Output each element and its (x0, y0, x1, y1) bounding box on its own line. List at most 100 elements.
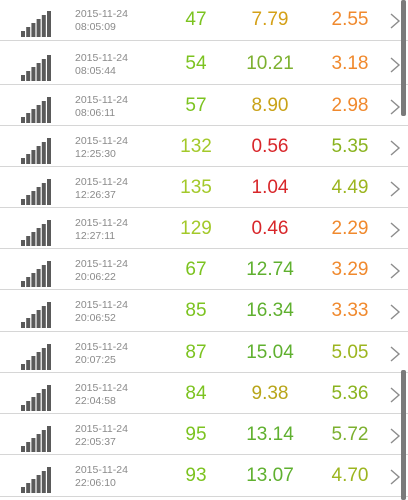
upload-value: 5.36 (331, 383, 369, 404)
upload-value: 4.70 (331, 465, 369, 486)
result-row[interactable]: 2015-11-24 20:06:52 85 16.34 3.33 (0, 291, 408, 332)
signal-bars-icon (21, 302, 53, 328)
ping-value: 67 (185, 259, 207, 280)
result-row[interactable]: 2015-11-24 12:25:30 132 0.56 5.35 (0, 127, 408, 167)
upload-value: 3.18 (331, 53, 369, 74)
download-value: 9.38 (251, 383, 289, 404)
test-date: 2015-11-24 (75, 423, 128, 435)
download-value: 16.34 (246, 300, 294, 321)
test-date: 2015-11-24 (75, 135, 128, 147)
chevron-right-icon[interactable] (388, 262, 402, 280)
signal-bars-icon (21, 261, 53, 287)
signal-bars-icon (21, 11, 53, 37)
download-value: 12.74 (246, 259, 294, 280)
upload-value: 2.55 (331, 9, 369, 30)
result-row[interactable]: 2015-11-24 20:07:25 87 15.04 5.05 (0, 333, 408, 373)
chevron-right-icon[interactable] (388, 221, 402, 239)
scrollbar[interactable] (401, 370, 406, 500)
test-date: 2015-11-24 (75, 258, 128, 270)
download-value: 0.46 (251, 218, 289, 239)
download-value: 13.14 (246, 424, 294, 445)
ping-value: 95 (185, 424, 207, 445)
timestamp: 2015-11-24 22:06:10 (75, 464, 128, 490)
signal-bars-icon (21, 138, 53, 164)
test-date: 2015-11-24 (75, 382, 128, 394)
chevron-right-icon[interactable] (388, 12, 402, 30)
test-time: 22:05:37 (75, 436, 116, 448)
test-date: 2015-11-24 (75, 464, 128, 476)
chevron-right-icon[interactable] (388, 468, 402, 486)
ping-value: 47 (185, 9, 207, 30)
test-time: 08:05:44 (75, 65, 116, 77)
chevron-right-icon[interactable] (388, 98, 402, 116)
test-time: 22:06:10 (75, 477, 116, 489)
scrollbar[interactable] (401, 0, 406, 116)
ping-value: 54 (185, 53, 207, 74)
test-time: 08:05:09 (75, 21, 116, 33)
result-row[interactable]: 2015-11-24 12:26:37 135 1.04 4.49 (0, 168, 408, 208)
download-value: 0.56 (251, 136, 289, 157)
upload-value: 5.35 (331, 136, 369, 157)
test-time: 12:25:30 (75, 148, 116, 160)
ping-value: 132 (180, 136, 212, 157)
timestamp: 2015-11-24 08:05:09 (75, 8, 128, 34)
upload-value: 3.33 (331, 300, 369, 321)
upload-value: 2.98 (331, 95, 369, 116)
signal-bars-icon (21, 55, 53, 81)
download-value: 13.07 (246, 465, 294, 486)
upload-value: 3.29 (331, 259, 369, 280)
chevron-right-icon[interactable] (388, 427, 402, 445)
result-row[interactable]: 2015-11-24 22:05:37 95 13.14 5.72 (0, 415, 408, 455)
download-value: 1.04 (251, 177, 289, 198)
test-time: 20:06:52 (75, 312, 116, 324)
timestamp: 2015-11-24 22:05:37 (75, 423, 128, 449)
ping-value: 85 (185, 300, 207, 321)
result-row[interactable]: 2015-11-24 12:27:11 129 0.46 2.29 (0, 209, 408, 249)
test-time: 12:27:11 (75, 230, 116, 242)
result-row[interactable]: 2015-11-24 22:04:58 84 9.38 5.36 (0, 374, 408, 414)
test-date: 2015-11-24 (75, 52, 128, 64)
test-date: 2015-11-24 (75, 299, 128, 311)
timestamp: 2015-11-24 20:06:22 (75, 258, 128, 284)
signal-bars-icon (21, 220, 53, 246)
chevron-right-icon[interactable] (388, 303, 402, 321)
test-date: 2015-11-24 (75, 8, 128, 20)
result-row[interactable]: 2015-11-24 08:05:09 47 7.79 2.55 (0, 0, 408, 41)
test-time: 08:06:11 (75, 107, 116, 119)
download-value: 7.79 (251, 9, 289, 30)
ping-value: 84 (185, 383, 207, 404)
download-value: 10.21 (246, 53, 294, 74)
signal-bars-icon (21, 385, 53, 411)
timestamp: 2015-11-24 08:05:44 (75, 52, 128, 78)
result-row[interactable]: 2015-11-24 08:05:44 54 10.21 3.18 (0, 44, 408, 85)
ping-value: 135 (180, 177, 212, 198)
signal-bars-icon (21, 344, 53, 370)
upload-value: 4.49 (331, 177, 369, 198)
upload-value: 5.72 (331, 424, 369, 445)
timestamp: 2015-11-24 08:06:11 (75, 94, 128, 120)
signal-bars-icon (21, 97, 53, 123)
chevron-right-icon[interactable] (388, 386, 402, 404)
result-row[interactable]: 2015-11-24 22:06:10 93 13.07 4.70 (0, 456, 408, 497)
upload-value: 5.05 (331, 342, 369, 363)
chevron-right-icon[interactable] (388, 345, 402, 363)
test-time: 22:04:58 (75, 395, 116, 407)
test-date: 2015-11-24 (75, 217, 128, 229)
timestamp: 2015-11-24 12:27:11 (75, 217, 128, 243)
result-row[interactable]: 2015-11-24 08:06:11 57 8.90 2.98 (0, 86, 408, 126)
upload-value: 2.29 (331, 218, 369, 239)
chevron-right-icon[interactable] (388, 180, 402, 198)
chevron-right-icon[interactable] (388, 56, 402, 74)
signal-bars-icon (21, 426, 53, 452)
timestamp: 2015-11-24 20:07:25 (75, 341, 128, 367)
download-value: 8.90 (251, 95, 289, 116)
timestamp: 2015-11-24 22:04:58 (75, 382, 128, 408)
signal-bars-icon (21, 179, 53, 205)
ping-value: 87 (185, 342, 207, 363)
test-time: 20:07:25 (75, 354, 116, 366)
ping-value: 129 (180, 218, 212, 239)
test-date: 2015-11-24 (75, 176, 128, 188)
chevron-right-icon[interactable] (388, 139, 402, 157)
result-row[interactable]: 2015-11-24 20:06:22 67 12.74 3.29 (0, 250, 408, 290)
